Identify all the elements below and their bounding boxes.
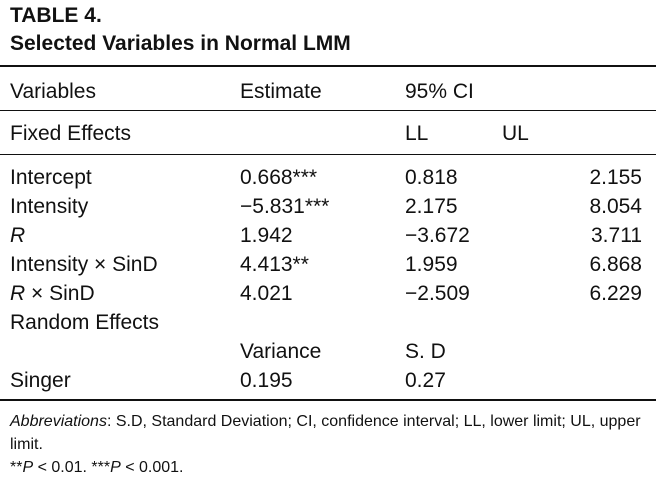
cell: −5.831*** — [240, 195, 330, 218]
footnote: Abbreviations: S.D, Standard Deviation; … — [10, 410, 650, 456]
cell: 4.413** — [240, 253, 309, 276]
footnote-italic: P — [110, 459, 121, 476]
rule — [0, 65, 656, 67]
row-label: Singer — [10, 369, 71, 392]
footnote-text: : S.D, Standard Deviation; CI, confidenc… — [10, 413, 641, 453]
cell: −3.672 — [405, 224, 470, 247]
row-label: Intensity — [10, 195, 88, 219]
footnote-text: < 0.001. — [120, 459, 184, 476]
column-header: 95% CI — [405, 80, 474, 103]
footnote-text: ** — [10, 459, 23, 476]
column-header: Variables — [10, 80, 96, 103]
footnote: **P < 0.01. ***P < 0.001. — [10, 456, 650, 479]
cell: 4.021 — [240, 282, 293, 305]
cell: 8.054 — [589, 195, 642, 218]
label-part: Intensity — [10, 195, 89, 218]
footnote-text: < 0.01. *** — [33, 459, 111, 476]
rule — [0, 110, 656, 111]
footnote-italic: P — [22, 459, 34, 476]
table-title: Selected Variables in Normal LMM — [10, 32, 351, 55]
cell: 3.711 — [591, 224, 642, 247]
footnote-italic: Abbreviations — [10, 413, 107, 430]
rule — [0, 154, 656, 155]
label-part: Intercept — [10, 166, 92, 189]
cell: 1.959 — [405, 253, 458, 276]
cell: 6.868 — [589, 253, 642, 276]
cell: 1.942 — [240, 224, 293, 247]
cell: 6.229 — [589, 282, 642, 305]
section-header: Fixed Effects — [10, 122, 131, 145]
label-part: Intensity × SinD — [10, 253, 158, 276]
rule — [0, 399, 656, 401]
row-label: Intercept — [10, 166, 92, 190]
cell: 0.668*** — [240, 166, 318, 189]
label-part: × SinD — [25, 282, 95, 305]
column-header: Estimate — [240, 80, 322, 103]
label-part: R — [10, 282, 26, 305]
row-label: R — [10, 224, 25, 248]
cell: 2.155 — [589, 166, 642, 189]
table-label: TABLE 4. — [10, 4, 102, 27]
cell: −2.509 — [405, 282, 470, 305]
cell: 0.27 — [405, 369, 446, 392]
column-header: S. D — [405, 340, 446, 363]
section-header: Random Effects — [10, 311, 160, 334]
cell: 0.818 — [405, 166, 458, 189]
column-header: Variance — [240, 340, 322, 363]
cell: 2.175 — [405, 195, 458, 218]
label-part: R — [10, 224, 26, 247]
column-header: UL — [502, 122, 529, 145]
row-label: R × SinD — [10, 282, 95, 306]
cell: 0.195 — [240, 369, 293, 392]
column-header: LL — [405, 122, 429, 145]
row-label: Intensity × SinD — [10, 253, 158, 277]
